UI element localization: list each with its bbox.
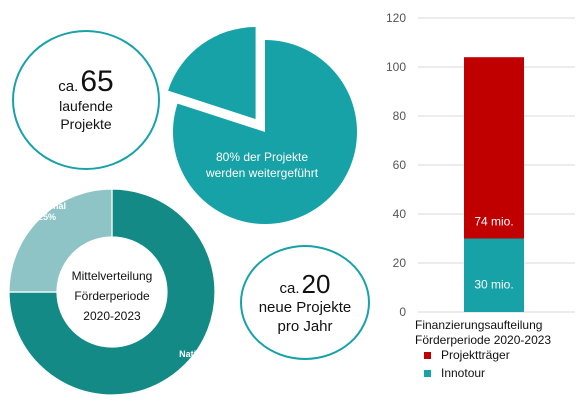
donut-pct-regional: 25% xyxy=(38,212,56,222)
y-tick-label-40: 40 xyxy=(393,207,407,221)
donut-center-text-2: Förderperiode xyxy=(74,289,150,303)
new-projects-prefix: ca. xyxy=(279,279,300,297)
y-tick-label-80: 80 xyxy=(393,109,407,123)
pie-label-line-1: 80% der Projekte xyxy=(216,150,308,164)
bar-segment-innotour xyxy=(464,238,524,312)
legend-label-innotour: Innotour xyxy=(441,366,486,380)
donut-center-text-3: 2020-2023 xyxy=(83,309,141,323)
legend-title-line-2: Förderperiode 2020-2023 xyxy=(415,333,552,347)
y-tick-label-60: 60 xyxy=(393,158,407,172)
bar-segment-projekttrger xyxy=(464,57,524,239)
donut-center-text-1: Mittelverteilung xyxy=(72,269,153,283)
new-projects-number-line: ca. 20 xyxy=(280,270,331,298)
y-tick-label-0: 0 xyxy=(399,305,406,319)
bar-data-label-projekttrger: 74 mio. xyxy=(474,215,513,229)
running-projects-stat: ca. 65 laufende Projekte xyxy=(12,30,160,170)
y-tick-label-120: 120 xyxy=(386,11,406,25)
legend-swatch-projekttraeger xyxy=(424,351,431,359)
y-tick-label-20: 20 xyxy=(393,256,407,270)
pie-slice-continued xyxy=(173,40,357,225)
donut-hole xyxy=(57,237,167,347)
new-projects-number: 20 xyxy=(301,268,331,299)
new-projects-stat: ca. 20 neue Projekte pro Jahr xyxy=(240,245,370,360)
running-projects-label-1: laufende xyxy=(59,98,113,114)
donut-pct-national: 75% xyxy=(188,360,206,370)
new-projects-label-1: neue Projekte xyxy=(258,298,352,316)
legend-title-line-1: Finanzierungsaufteilung xyxy=(415,318,543,332)
running-projects-number-line: ca. 65 xyxy=(58,67,113,97)
running-projects-prefix: ca. xyxy=(58,78,79,95)
donut-label-regional: Regional xyxy=(28,201,66,211)
legend-item-innotour: Innotour xyxy=(424,366,485,380)
pie-slice-exploded xyxy=(168,27,256,120)
running-projects-number: 65 xyxy=(80,65,114,98)
legend-label-projekttraeger: Projektträger xyxy=(441,348,510,362)
new-projects-label-2: pro Jahr xyxy=(277,317,333,335)
bar-data-label-innotour: 30 mio. xyxy=(474,278,513,292)
donut-label-national: National xyxy=(179,349,215,359)
legend-swatch-innotour xyxy=(424,369,431,377)
pie-label-line-2: werden weitergeführt xyxy=(205,166,319,180)
legend-item-projekttraeger: Projektträger xyxy=(424,348,510,362)
bar-chart-legend-title: Finanzierungsaufteilung Förderperiode 20… xyxy=(415,318,551,348)
y-tick-label-100: 100 xyxy=(386,60,406,74)
running-projects-label-2: Projekte xyxy=(60,116,112,132)
